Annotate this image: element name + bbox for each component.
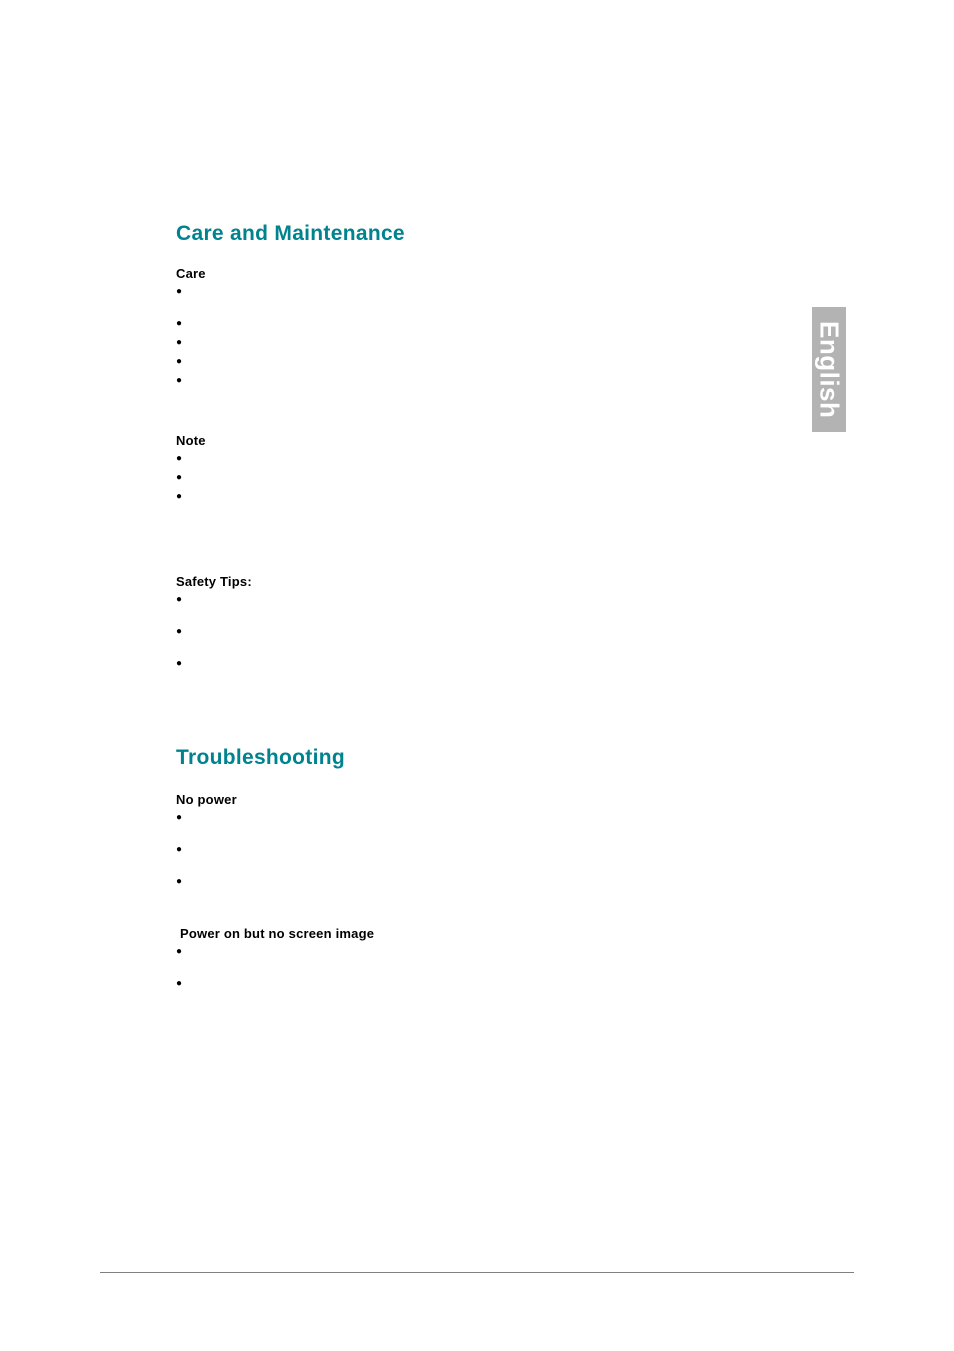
language-tab: English [812, 307, 846, 432]
language-label: English [814, 321, 845, 418]
subheading-safety-tips: Safety Tips: [176, 574, 864, 589]
page-content: Care and Maintenance Care Note Safety Ti… [0, 0, 954, 1008]
subheading-note: Note [176, 433, 864, 448]
list-item [176, 318, 864, 335]
list-item [176, 375, 864, 405]
list-item [176, 812, 864, 842]
no-power-bullet-list [176, 812, 864, 906]
list-item [176, 337, 864, 354]
subheading-power-on-no-image: Power on but no screen image [180, 926, 864, 941]
list-item [176, 626, 864, 656]
list-item [176, 491, 864, 536]
list-item [176, 453, 864, 470]
heading-troubleshooting: Troubleshooting [176, 746, 864, 770]
safety-tips-bullet-list [176, 594, 864, 698]
list-item [176, 658, 864, 698]
heading-care-maintenance: Care and Maintenance [176, 222, 864, 246]
list-item [176, 594, 864, 624]
subheading-care: Care [176, 266, 864, 281]
list-item [176, 946, 864, 976]
list-item [176, 356, 864, 373]
footer-divider [100, 1272, 854, 1273]
subheading-no-power: No power [176, 792, 864, 807]
list-item [176, 472, 864, 489]
list-item [176, 876, 864, 906]
list-item [176, 844, 864, 874]
power-on-no-image-bullet-list [176, 946, 864, 1008]
note-bullet-list [176, 453, 864, 536]
list-item [176, 286, 864, 316]
list-item [176, 978, 864, 1008]
care-bullet-list [176, 286, 864, 405]
